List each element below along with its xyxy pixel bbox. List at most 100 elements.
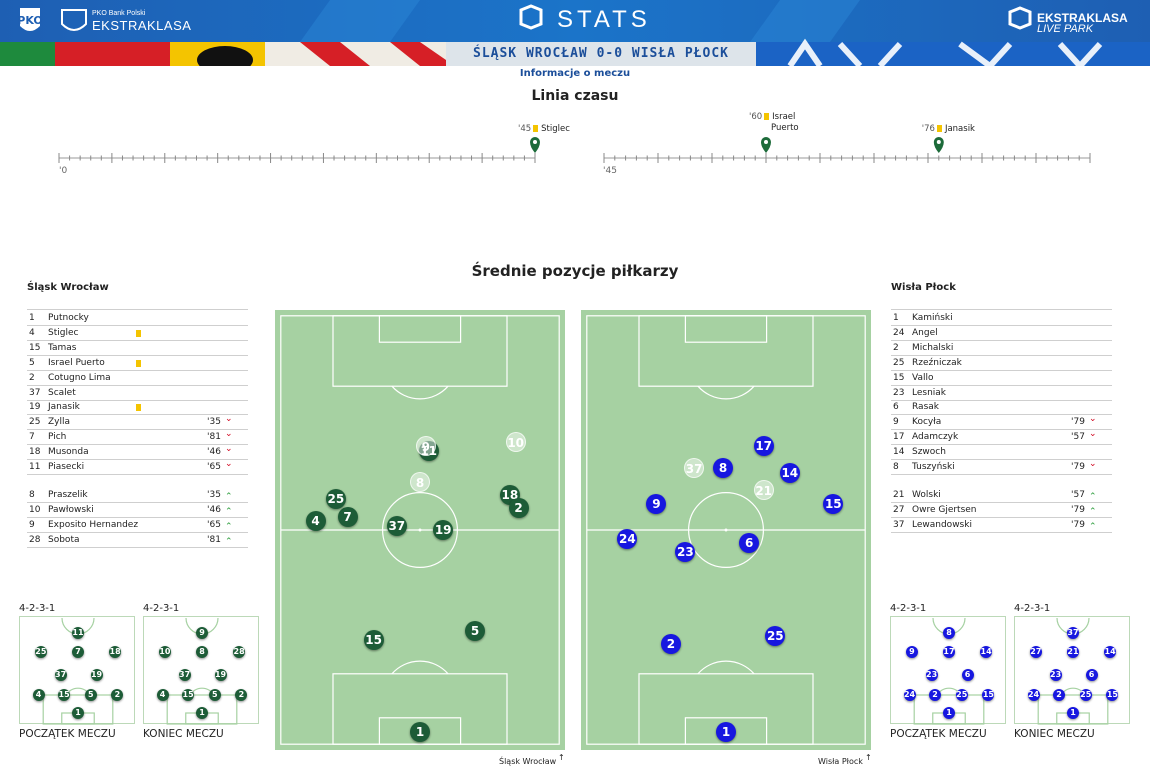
league-logo-text[interactable]: EKSTRAKLASA	[92, 18, 192, 33]
player-marker[interactable]: 5	[84, 688, 97, 701]
player-marker[interactable]: 1	[943, 707, 955, 720]
player-marker[interactable]: 6	[739, 533, 760, 554]
player-marker[interactable]: 5	[208, 688, 221, 701]
player-marker[interactable]: 1	[716, 722, 736, 743]
player-marker[interactable]: 19	[214, 669, 227, 682]
player-row[interactable]: 28 Sobota '81 ⌃	[27, 533, 248, 548]
player-marker[interactable]: 5	[465, 621, 486, 642]
player-marker[interactable]: 14	[1104, 645, 1117, 658]
player-marker[interactable]: 28	[233, 645, 246, 658]
player-marker[interactable]: 15	[182, 688, 195, 701]
player-marker[interactable]: 8	[410, 471, 430, 492]
player-row[interactable]: 1 Kamiński	[891, 311, 1112, 326]
player-row[interactable]: 2 Michalski	[891, 341, 1112, 356]
player-marker[interactable]: 37	[54, 669, 67, 682]
player-marker[interactable]: 24	[1027, 688, 1040, 701]
live-park-line1[interactable]: EKSTRAKLASA	[1037, 11, 1128, 25]
player-marker[interactable]: 25	[1079, 688, 1092, 701]
player-row[interactable]: 21 Wolski '57 ⌃	[891, 488, 1112, 503]
player-row[interactable]: 2 Cotugno Lima	[27, 371, 248, 386]
player-row[interactable]: 4 Stiglec	[27, 326, 248, 341]
player-row[interactable]: 27 Owre Gjertsen '79 ⌃	[891, 503, 1112, 518]
page-subtitle[interactable]: Informacje o meczu	[519, 68, 631, 79]
player-marker[interactable]: 4	[32, 688, 45, 701]
player-marker[interactable]: 4	[156, 688, 169, 701]
player-marker[interactable]: 10	[158, 645, 171, 658]
player-marker[interactable]: 9	[415, 436, 436, 457]
player-marker[interactable]: 2	[660, 634, 681, 655]
player-row[interactable]: 25 Rzeźniczak	[891, 356, 1112, 371]
player-marker[interactable]: 1	[410, 722, 430, 743]
player-marker[interactable]: 18	[109, 645, 122, 658]
player-marker[interactable]: 37	[684, 458, 705, 479]
player-marker[interactable]: 9	[196, 627, 208, 640]
player-marker[interactable]: 25	[955, 688, 968, 701]
event-pin-icon[interactable]	[761, 137, 771, 153]
player-marker[interactable]: 10	[505, 432, 526, 452]
player-marker[interactable]: 15	[1106, 688, 1119, 701]
player-marker[interactable]: 8	[196, 645, 208, 658]
player-marker[interactable]: 15	[982, 688, 995, 701]
player-row[interactable]: 37 Lewandowski '79 ⌃	[891, 518, 1112, 533]
player-marker[interactable]: 8	[943, 627, 955, 640]
player-row[interactable]: 8 Praszelik '35 ⌃	[27, 488, 248, 503]
player-marker[interactable]: 24	[617, 528, 638, 549]
player-marker[interactable]: 2	[508, 498, 529, 518]
player-row[interactable]: 24 Angel	[891, 326, 1112, 341]
player-row[interactable]: 17 Adamczyk '57 ⌄	[891, 429, 1112, 446]
player-row[interactable]: 9 Kocyła '79 ⌄	[891, 414, 1112, 431]
player-marker[interactable]: 1	[196, 707, 208, 720]
player-row[interactable]: 8 Tuszyński '79 ⌄	[891, 459, 1112, 475]
player-marker[interactable]: 19	[90, 669, 103, 682]
player-marker[interactable]: 1	[72, 707, 84, 720]
player-row[interactable]: 19 Janasik	[27, 400, 248, 416]
player-marker[interactable]: 7	[72, 645, 84, 658]
timeline-event[interactable]: '60 Israel Puerto	[749, 112, 799, 134]
player-marker[interactable]: 14	[980, 645, 993, 658]
player-marker[interactable]: 15	[363, 630, 384, 650]
player-row[interactable]: 18 Musonda '46 ⌄	[27, 444, 248, 461]
player-row[interactable]: 1 Putnocky	[27, 311, 248, 326]
player-marker[interactable]: 21	[1067, 645, 1079, 658]
player-row[interactable]: 5 Israel Puerto	[27, 356, 248, 371]
player-row[interactable]: 10 Pawłowski '46 ⌃	[27, 503, 248, 518]
timeline-event[interactable]: '45 Stiglec	[518, 124, 570, 135]
player-marker[interactable]: 17	[943, 645, 955, 658]
timeline-event[interactable]: '76 Janasik	[922, 124, 975, 135]
player-marker[interactable]: 4	[305, 511, 326, 532]
player-marker[interactable]: 6	[1085, 669, 1098, 682]
player-marker[interactable]: 17	[753, 436, 774, 457]
player-row[interactable]: 23 Lesniak	[891, 386, 1112, 401]
player-marker[interactable]: 37	[178, 669, 191, 682]
player-marker[interactable]: 9	[646, 493, 667, 514]
player-marker[interactable]: 15	[823, 493, 844, 514]
player-marker[interactable]: 2	[1053, 688, 1066, 701]
event-pin-icon[interactable]	[530, 137, 540, 153]
player-row[interactable]: 7 Pich '81 ⌄	[27, 429, 248, 446]
player-marker[interactable]: 23	[925, 669, 938, 682]
player-marker[interactable]: 2	[929, 688, 942, 701]
player-row[interactable]: 11 Piasecki '65 ⌄	[27, 459, 248, 475]
event-pin-icon[interactable]	[933, 137, 944, 153]
player-marker[interactable]: 1	[1067, 707, 1079, 720]
player-marker[interactable]: 25	[34, 645, 47, 658]
player-marker[interactable]: 25	[765, 625, 786, 646]
player-row[interactable]: 15 Tamas	[27, 341, 248, 356]
player-marker[interactable]: 6	[961, 669, 974, 682]
player-marker[interactable]: 2	[235, 688, 248, 701]
player-marker[interactable]: 23	[1049, 669, 1062, 682]
player-marker[interactable]: 37	[1067, 627, 1079, 640]
player-marker[interactable]: 15	[58, 688, 71, 701]
player-row[interactable]: 9 Exposito Hernandez '65 ⌃	[27, 518, 248, 533]
player-marker[interactable]: 27	[1029, 645, 1042, 658]
player-marker[interactable]: 14	[779, 462, 800, 483]
player-row[interactable]: 25 Zylla '35 ⌄	[27, 414, 248, 431]
player-row[interactable]: 6 Rasak	[891, 400, 1112, 416]
player-row[interactable]: 14 Szwoch	[891, 445, 1112, 461]
player-row[interactable]: 15 Vallo	[891, 371, 1112, 386]
player-marker[interactable]: 7	[337, 506, 358, 527]
stats-title[interactable]: STATS	[557, 6, 651, 33]
player-marker[interactable]: 8	[713, 458, 734, 479]
player-row[interactable]: 37 Scalet	[27, 386, 248, 401]
player-marker[interactable]: 21	[753, 480, 774, 501]
